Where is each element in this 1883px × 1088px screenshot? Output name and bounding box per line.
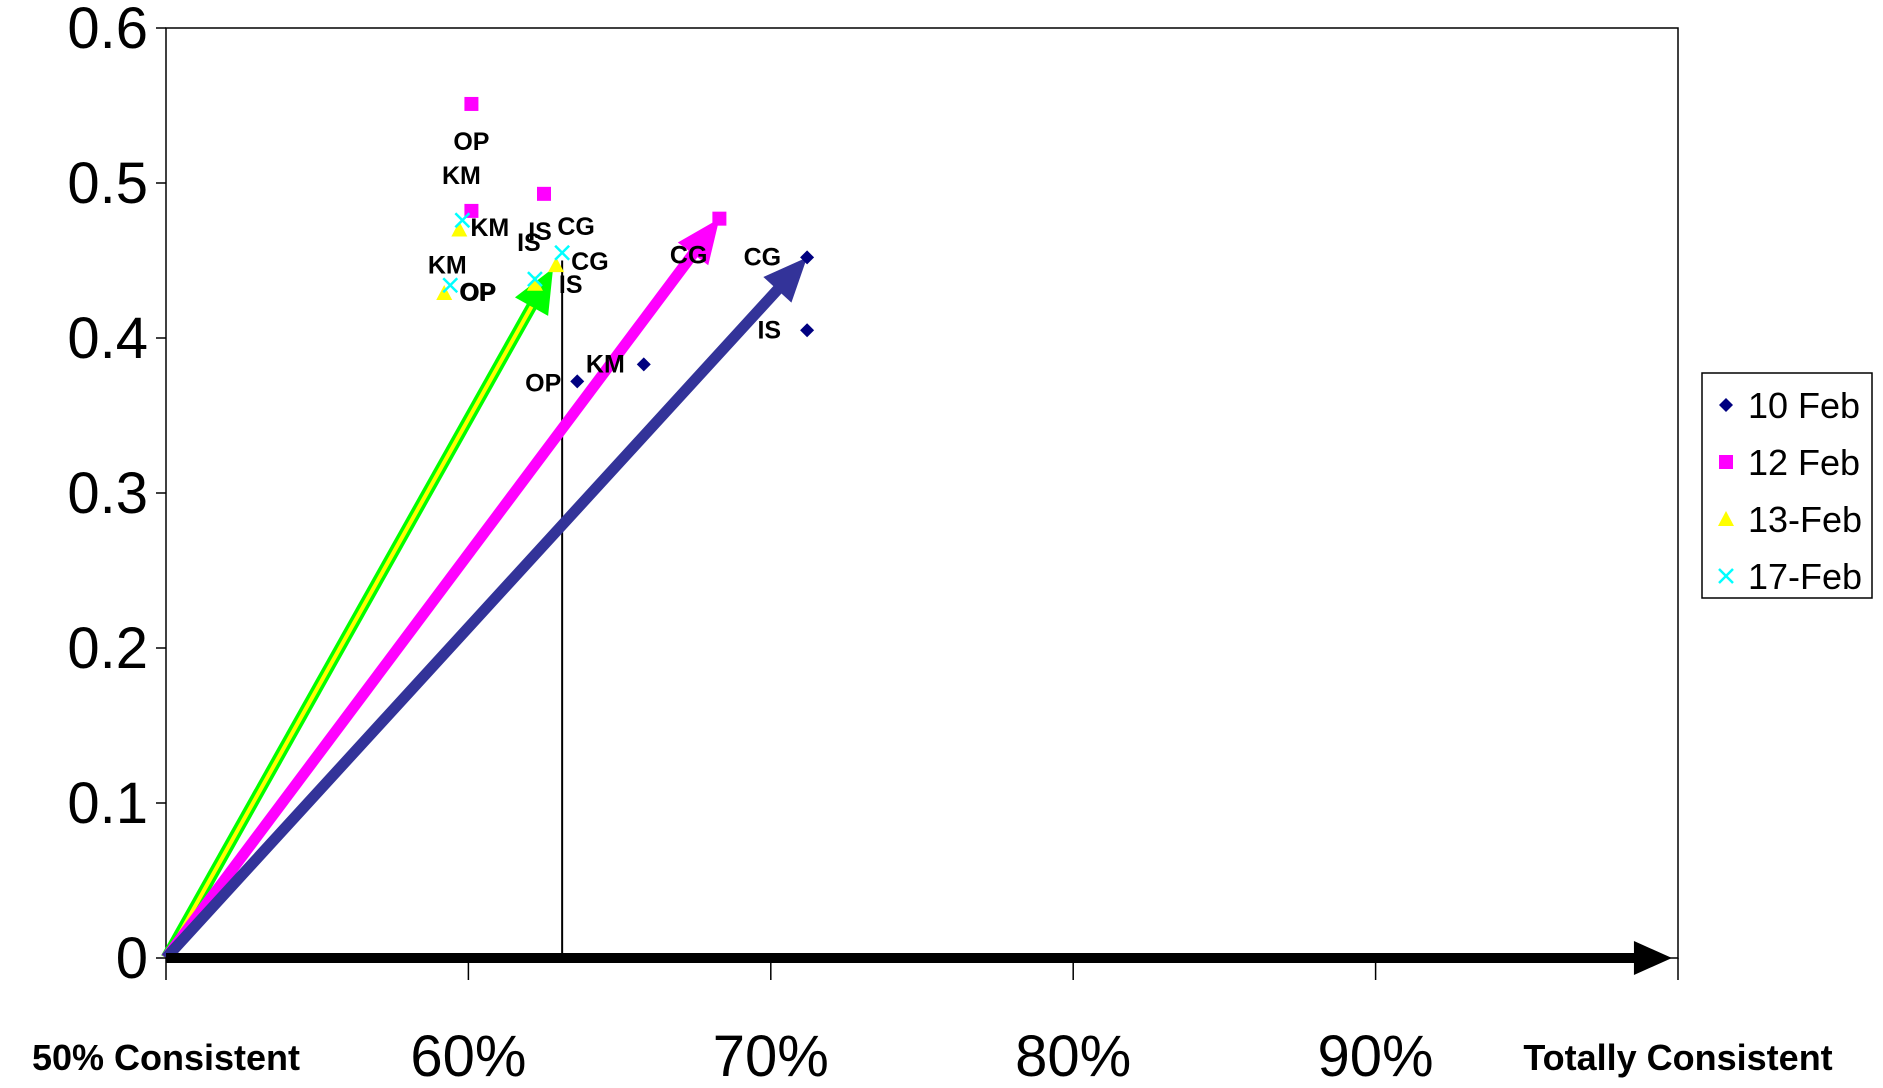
legend: 10 Feb 12 Feb 13-Feb 17-Feb: [1701, 372, 1873, 599]
legend-item: 13-Feb: [1718, 499, 1862, 540]
trend-arrow-head: [1633, 941, 1672, 975]
data-label: CG: [557, 213, 595, 241]
data-point: [800, 250, 815, 265]
data-label: IS: [528, 218, 552, 246]
legend-marker: [1718, 568, 1734, 584]
legend-label: 13-Feb: [1748, 499, 1862, 540]
legend-box: [1701, 372, 1873, 599]
x-tick-label: Totally Consistent: [1523, 1037, 1832, 1078]
x-tick-label: 50% Consistent: [32, 1037, 300, 1078]
trend-arrow-head: [514, 268, 554, 316]
series-12-feb: [464, 96, 727, 226]
data-point: [527, 271, 543, 287]
legend-label: 12 Feb: [1748, 442, 1860, 483]
data-label: IS: [757, 316, 781, 344]
y-tick-label: 0: [116, 926, 148, 991]
trend-arrow-head: [677, 218, 720, 266]
y-tick-label: 0.4: [67, 306, 148, 371]
trend-arrow-head: [763, 257, 808, 303]
data-label: OP: [453, 128, 489, 156]
data-label: CG: [670, 242, 708, 270]
legend-item: 17-Feb: [1718, 556, 1862, 597]
data-point: [464, 96, 479, 111]
data-label: KM: [428, 252, 467, 280]
data-label: OP: [460, 279, 496, 307]
series-10-feb: [570, 250, 815, 389]
data-point: [526, 275, 543, 291]
data-label: IS: [559, 271, 583, 299]
data-point: [454, 212, 471, 229]
data-label: OP: [459, 278, 495, 306]
legend-item: 10 Feb: [1719, 385, 1860, 426]
data-label: CG: [744, 243, 782, 271]
data-label: KM: [470, 214, 509, 242]
data-point: [636, 357, 651, 372]
data-label: IS: [517, 229, 541, 257]
x-tick-label: 60%: [410, 1024, 526, 1088]
x-tick-label: 70%: [713, 1024, 829, 1088]
plot-area: [165, 27, 1679, 959]
trend-arrow: [166, 941, 1672, 975]
legend-marker: [1719, 398, 1733, 412]
data-point: [712, 211, 727, 226]
trend-arrow-inner: [164, 303, 535, 959]
data-point: [570, 374, 585, 389]
x-tick-label: 90%: [1318, 1024, 1434, 1088]
series-17-feb: [442, 212, 571, 294]
trend-arrow: [161, 257, 808, 962]
legend-label: 17-Feb: [1748, 556, 1862, 597]
trend-arrow-shaft: [161, 248, 699, 962]
data-point: [451, 221, 468, 237]
data-point: [800, 323, 815, 338]
data-point: [537, 186, 551, 201]
trend-arrow-shaft: [161, 284, 783, 962]
trend-arrow: [161, 218, 720, 962]
data-point: [554, 244, 571, 261]
legend-item: 12 Feb: [1719, 442, 1860, 483]
legend-label: 10 Feb: [1748, 385, 1860, 426]
data-label: CG: [571, 248, 609, 276]
legend-marker: [1719, 455, 1733, 469]
x-tick-label: 80%: [1015, 1024, 1131, 1088]
y-tick-label: 0.3: [67, 461, 148, 526]
y-tick-label: 0.2: [67, 616, 148, 681]
trend-arrow: [161, 268, 554, 961]
y-tick-label: 0.6: [67, 0, 148, 61]
data-point: [548, 257, 565, 273]
data-label: OP: [525, 369, 561, 397]
data-point: [442, 277, 459, 294]
data-label: KM: [442, 162, 481, 190]
data-label: KM: [586, 350, 625, 378]
y-tick-label: 0.5: [67, 151, 148, 216]
y-tick-label: 0.1: [67, 771, 148, 836]
legend-marker: [1718, 511, 1734, 526]
